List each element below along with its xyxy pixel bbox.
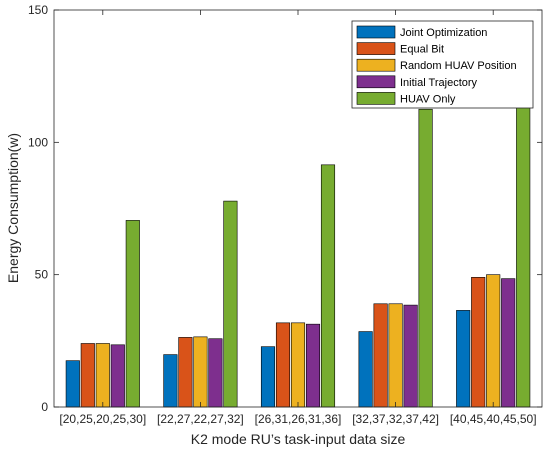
x-ticks: [20,25,20,25,30] [22,27,22,27,32] [26,31,2…: [59, 10, 537, 426]
bar-5-4: [418, 108, 433, 408]
y-tick-label-1: 0: [41, 400, 48, 414]
bar-1-1: [65, 360, 80, 408]
bar-3-2: [193, 336, 208, 408]
legend-swatch-4: [356, 75, 396, 89]
legend-label-3: Random HUAV Position: [400, 60, 517, 72]
bar-1-5: [456, 310, 471, 408]
bar-2-2: [178, 337, 193, 408]
bar-2-3: [275, 322, 291, 408]
legend-swatch-5: [356, 92, 396, 105]
legend-label-4: Initial Trajectory: [400, 77, 478, 89]
x-axis-title: K2 mode RU’s task-input data size: [191, 431, 406, 447]
bar-4-1: [110, 344, 125, 408]
y-tick-label-4: 150: [28, 3, 48, 17]
legend-label-1: Joint Optimization: [400, 27, 487, 39]
x-tick-label-5: [40,45,40,45,50]: [450, 412, 537, 426]
bar-4-5: [501, 278, 516, 408]
bar-4-2: [208, 338, 223, 408]
legend-swatch-2: [356, 42, 396, 55]
bar-5-2: [223, 200, 238, 408]
bar-3-1: [95, 343, 110, 408]
x-tick-label-4: [32,37,32,37,42]: [352, 412, 439, 426]
legend: Joint Optimization Equal Bit Random HUAV P…: [351, 20, 534, 109]
bar-2-4: [373, 303, 388, 408]
bar-2-1: [80, 343, 95, 408]
bar-5-1: [125, 220, 140, 408]
bar-4-3: [305, 323, 321, 408]
y-axis-title: Energy Consumption(w): [5, 133, 21, 283]
legend-label-5: HUAV Only: [400, 93, 456, 105]
bar-3-5: [486, 274, 501, 408]
bar-1-4: [358, 331, 373, 408]
bar-5-5: [516, 101, 531, 408]
y-tick-label-3: 100: [28, 135, 48, 149]
legend-swatch-3: [356, 58, 396, 72]
bar-1-2: [163, 354, 178, 408]
bars: [65, 101, 531, 408]
bar-5-3: [320, 164, 336, 408]
x-tick-label-2: [22,27,22,27,32]: [157, 412, 244, 426]
bar-2-5: [471, 277, 486, 408]
x-tick-label-3: [26,31,26,31,36]: [255, 412, 342, 426]
bar-3-4: [388, 303, 403, 408]
bar-1-3: [260, 346, 276, 408]
x-tick-label-1: [20,25,20,25,30]: [59, 412, 146, 426]
legend-label-2: Equal Bit: [400, 44, 444, 56]
bar-3-3: [290, 322, 306, 408]
y-tick-label-2: 50: [35, 268, 49, 282]
y-ticks: 0 50 100 150: [28, 3, 542, 414]
legend-swatch-1: [356, 25, 396, 39]
bar-4-4: [403, 304, 418, 408]
